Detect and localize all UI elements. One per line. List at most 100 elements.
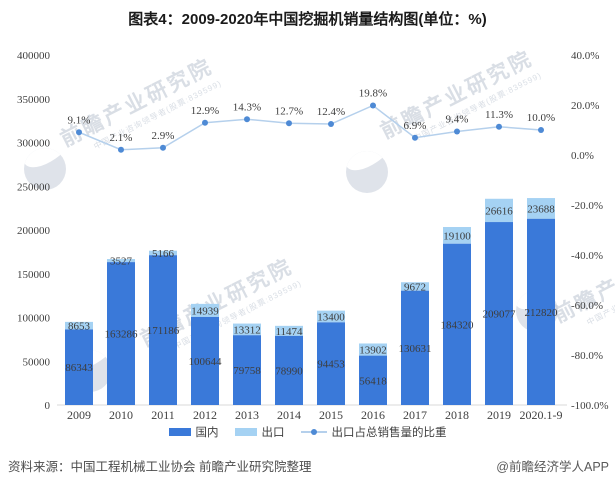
bar-label-domestic: 79758 (233, 365, 261, 377)
x-axis-label: 2015 (319, 408, 343, 422)
bar-label-domestic: 212820 (525, 307, 559, 319)
ratio-label: 2.1% (110, 132, 133, 144)
legend-swatch-bar (234, 428, 257, 436)
x-axis-label: 2016 (361, 408, 385, 422)
bar-export-2009 (65, 321, 93, 330)
bar-label-domestic: 78990 (275, 365, 303, 377)
bar-export-2010 (107, 259, 135, 263)
left-axis-tick: 200000 (17, 225, 51, 237)
ratio-point-2017 (412, 134, 418, 141)
legend-item-国内: 国内 (168, 424, 219, 440)
legend-label: 出口占总销售量的比重 (331, 427, 447, 439)
x-axis-label: 2013 (235, 408, 259, 422)
right-axis-tick: -20.0% (571, 200, 603, 212)
ratio-label: 2.9% (152, 130, 175, 142)
bar-domestic-2015 (317, 322, 345, 405)
x-axis-label: 2012 (193, 408, 217, 422)
left-axis-tick: 100000 (17, 313, 51, 325)
ratio-label: 11.3% (485, 109, 513, 121)
legend-swatch-bar (168, 428, 191, 436)
legend-label: 国内 (195, 427, 219, 439)
bar-export-2014 (275, 325, 303, 336)
x-axis-label: 2017 (403, 408, 427, 422)
legend-swatch-line (300, 428, 327, 436)
legend-dot (310, 429, 317, 435)
x-axis-label: 2019 (487, 408, 511, 422)
left-axis-tick: 0 (45, 400, 51, 412)
ratio-label: 12.4% (317, 106, 345, 118)
bar-label-export: 8653 (68, 321, 91, 333)
ratio-label: 14.3% (233, 101, 261, 113)
credit-text: @前瞻经济学人APP (496, 460, 609, 474)
bar-label-export: 23688 (527, 203, 555, 215)
ratio-point-2014 (286, 120, 292, 127)
legend-item-出口: 出口 (234, 424, 285, 440)
bar-label-export: 19100 (443, 230, 471, 242)
right-axis-tick: 20.0% (571, 100, 599, 112)
bar-label-export: 14939 (191, 305, 219, 317)
ratio-point-2010 (118, 146, 124, 153)
x-axis-label: 2010 (109, 408, 133, 422)
left-axis-tick: 150000 (17, 269, 51, 281)
right-axis-tick: -40.0% (571, 250, 603, 262)
bar-label-export: 13312 (233, 324, 261, 336)
bar-label-domestic: 171186 (147, 325, 180, 337)
ratio-point-2013 (244, 116, 250, 123)
x-axis-label: 2014 (277, 408, 301, 422)
right-axis-tick: -80.0% (571, 350, 603, 362)
bar-domestic-2017 (401, 290, 429, 405)
right-axis-tick: 0.0% (571, 150, 594, 162)
bar-label-domestic: 86343 (65, 362, 93, 374)
ratio-point-2018 (454, 128, 460, 135)
right-axis-tick: 40.0% (571, 50, 599, 62)
chart-legend: 国内 出口 出口占总销售量的比重 (0, 424, 615, 440)
bar-label-domestic: 130631 (399, 343, 432, 355)
left-axis-tick: 350000 (17, 94, 51, 106)
bar-export-2016 (359, 343, 387, 356)
bar-label-domestic: 163286 (105, 329, 139, 341)
bar-label-export: 3527 (110, 256, 133, 268)
bar-label-export: 26616 (485, 205, 513, 217)
bar-domestic-2010 (107, 262, 135, 405)
bar-domestic-2012 (191, 316, 219, 405)
data-source-text: 资料来源：中国工程机械工业协会 前瞻产业研究院整理 (8, 460, 312, 474)
ratio-label: 10.0% (527, 112, 555, 124)
bar-label-export: 5166 (152, 248, 175, 260)
ratio-label: 9.1% (68, 114, 91, 126)
left-axis-tick: 400000 (17, 50, 51, 62)
ratio-point-2012 (202, 119, 208, 126)
bar-label-export: 13400 (317, 311, 345, 323)
bar-label-export: 13902 (359, 345, 387, 357)
plot-area: 400000 350000 300000 250000 200000 150000 1000… (17, 50, 609, 422)
bar-export-2017 (401, 282, 429, 291)
x-axis-label: 2011 (151, 408, 175, 422)
left-axis-tick: 250000 (17, 181, 51, 193)
bar-label-domestic: 94453 (317, 359, 345, 371)
left-axis-tick: 300000 (17, 138, 51, 150)
bar-domestic-2018 (443, 243, 471, 405)
bar-domestic-2011 (149, 255, 177, 405)
bar-export-2018 (443, 227, 471, 244)
bar-export-2013 (233, 323, 261, 336)
bar-label-domestic: 100644 (189, 356, 223, 368)
ratio-point-2009 (76, 129, 82, 136)
bar-domestic-2016 (359, 355, 387, 405)
ratio-point-2020.1-9 (538, 127, 544, 133)
legend-item-出口占总销售量的比重: 出口占总销售量的比重 (300, 424, 447, 440)
bar-domestic-2019 (485, 222, 513, 405)
bar-export-2015 (317, 310, 345, 323)
x-axis-label: 2018 (445, 408, 469, 422)
bar-domestic-2014 (275, 335, 303, 405)
ratio-line (78, 104, 542, 151)
bar-export-2011 (149, 250, 177, 256)
right-axis-tick: -100.0% (571, 400, 609, 412)
bar-export-2020.1-9 (527, 198, 555, 219)
legend-label: 出口 (261, 427, 285, 439)
bar-label-domestic: 184320 (441, 319, 475, 331)
bar-export-2012 (191, 303, 219, 317)
bar-label-export: 11474 (275, 326, 303, 338)
right-axis-tick: -60.0% (571, 300, 603, 312)
bar-label-domestic: 209077 (483, 309, 517, 321)
chart-title: 图表4：2009-2020年中国挖掘机销量结构图(单位：%) (128, 11, 487, 28)
